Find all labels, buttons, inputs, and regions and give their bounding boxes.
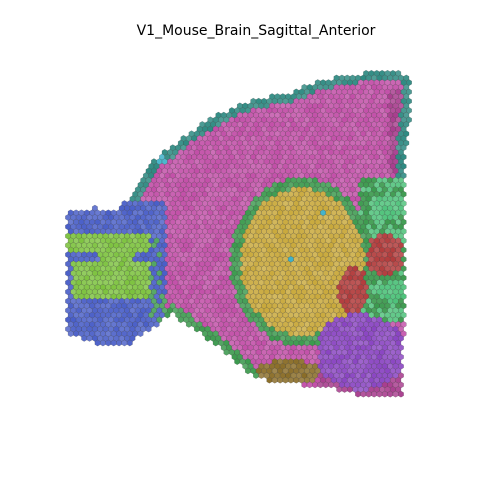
- spot-lower-magenta: [347, 386, 352, 392]
- spot-olfactory-bulb-outer: [127, 340, 132, 346]
- spot-white-matter: [186, 321, 191, 327]
- spot-lower-magenta: [318, 382, 323, 388]
- spot-cortex: [312, 382, 317, 388]
- spot-white-matter: [245, 368, 250, 374]
- spot-olfactory-bulb-outer: [87, 335, 92, 341]
- spot-olfactory-bulb-outer: [122, 340, 127, 346]
- spot-olfactory-bulb-outer: [81, 335, 86, 341]
- spot-lower-magenta: [342, 386, 347, 392]
- spot-olfactory-bulb-outer: [138, 331, 143, 337]
- spot-lower-magenta: [355, 391, 360, 397]
- spot-olfactory-bulb-outer: [68, 331, 73, 337]
- spot-white-matter: [205, 335, 210, 341]
- spot-ventral-olive: [277, 377, 282, 383]
- spot-white-matter: [224, 349, 229, 355]
- spot-lower-magenta: [377, 391, 382, 397]
- spot-olfactory-bulb-outer: [73, 331, 78, 337]
- spot-olfactory-bulb-outer: [106, 340, 111, 346]
- spot-lower-magenta: [393, 391, 398, 397]
- spot-white-matter: [235, 359, 240, 365]
- spot-lower-magenta: [366, 391, 371, 397]
- spot-lower-magenta: [323, 382, 328, 388]
- spot-olfactory-bulb-outer: [154, 321, 159, 327]
- spot-ventral-olive: [288, 377, 293, 383]
- spot-cortex: [307, 382, 312, 388]
- spot-cortex: [302, 382, 307, 388]
- spot-lower-magenta: [371, 391, 376, 397]
- spot-lower-magenta: [388, 391, 393, 397]
- spot-ventral-olive: [267, 377, 272, 383]
- spot-olfactory-bulb-outer: [100, 340, 105, 346]
- spot-lower-magenta: [337, 386, 342, 392]
- spot-olfactory-bulb-outer: [111, 340, 116, 346]
- spot-olfactory-bulb-outer: [95, 340, 100, 346]
- spot-ventral-olive: [283, 377, 288, 383]
- spot-white-matter: [178, 317, 183, 323]
- spot-olfactory-bulb-outer: [116, 340, 121, 346]
- chart-title: V1_Mouse_Brain_Sagittal_Anterior: [137, 23, 376, 39]
- spot-lower-magenta: [382, 391, 387, 397]
- spot-lower-magenta: [398, 391, 403, 397]
- spot-olfactory-bulb-outer: [146, 326, 151, 332]
- spot-ventral-olive: [272, 377, 277, 383]
- spot-ventral-olive: [259, 372, 264, 378]
- spot-lower-magenta: [328, 382, 333, 388]
- spot-white-matter: [253, 372, 258, 378]
- spot-lower-magenta: [361, 391, 366, 397]
- spot-ventral-olive: [294, 377, 299, 383]
- spot-white-matter: [213, 340, 218, 346]
- spot-white-matter: [194, 326, 199, 332]
- spot-white-matter: [165, 312, 170, 318]
